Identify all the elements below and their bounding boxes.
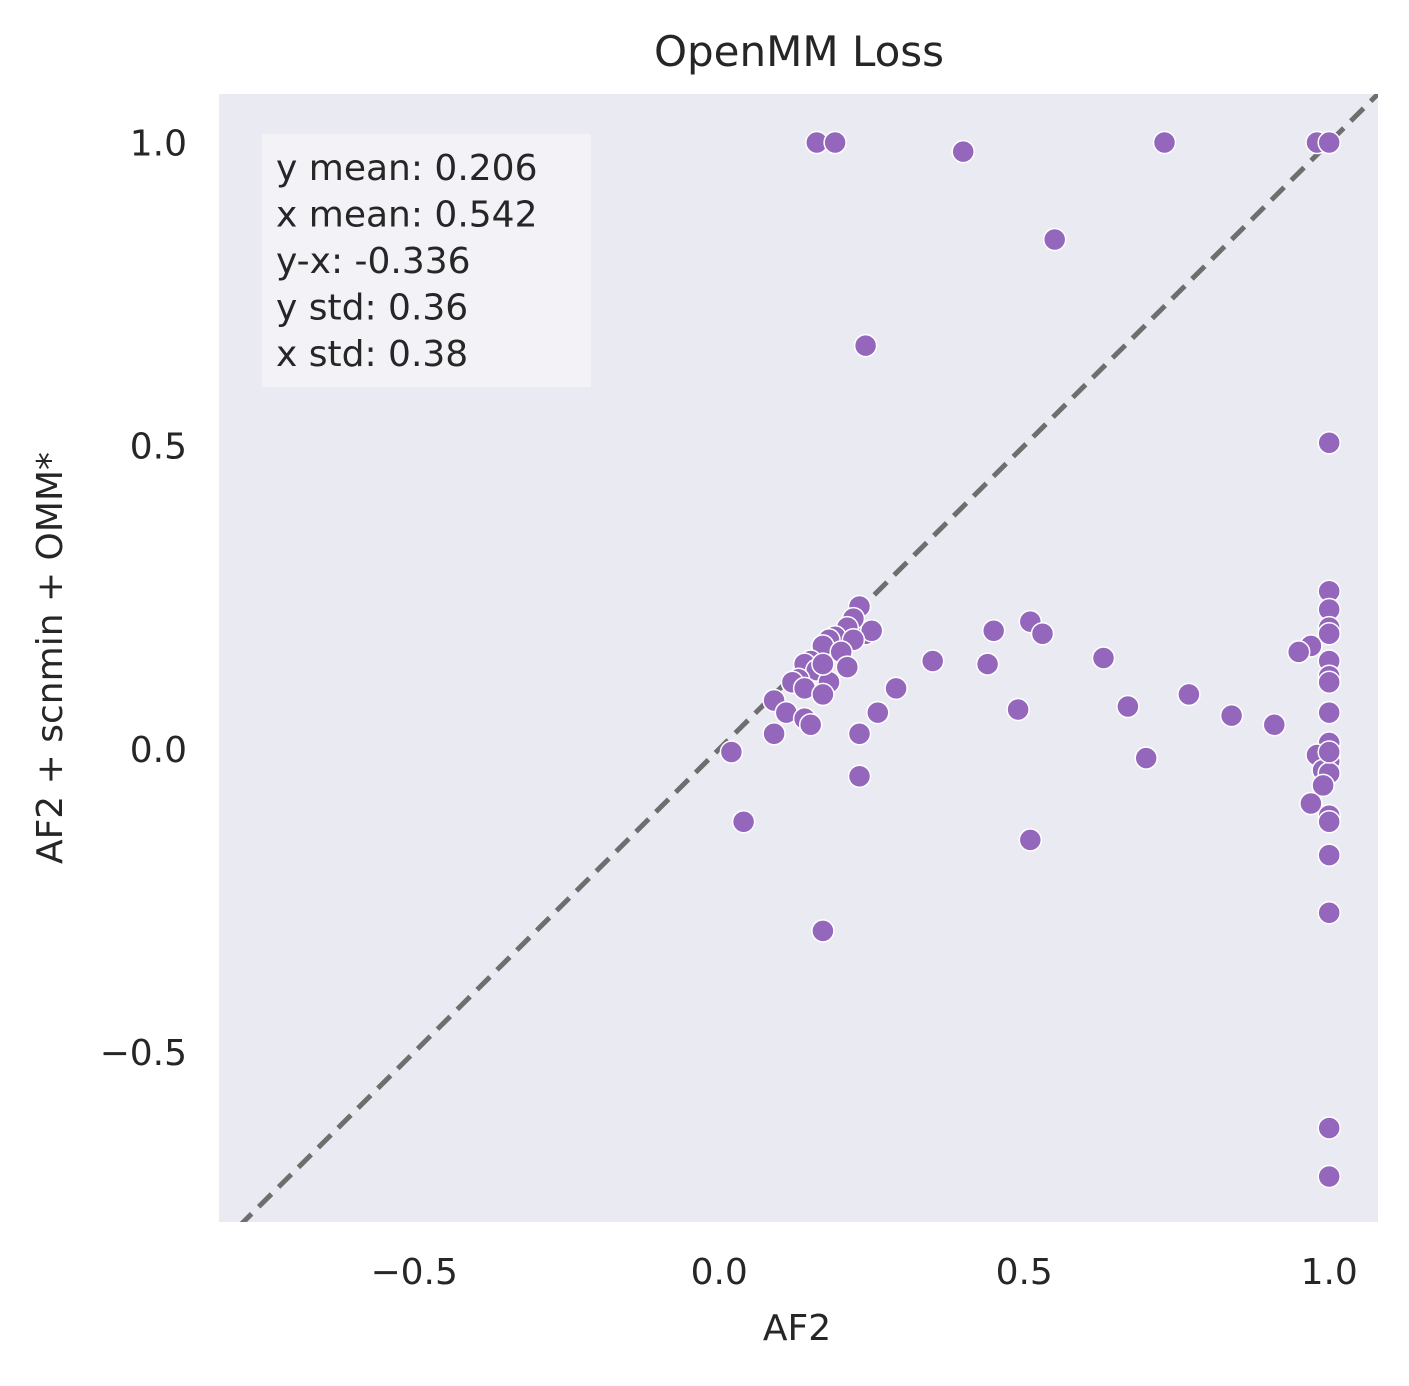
scatter-point [1006, 697, 1030, 722]
scatter-point [1134, 746, 1158, 770]
scatter-point [1262, 712, 1287, 737]
stats-box-background [262, 134, 591, 387]
scatter-point [1177, 682, 1201, 707]
scatter-point [1091, 646, 1116, 670]
scatter-point [1317, 621, 1341, 646]
scatter-point [1286, 640, 1311, 664]
x-tick-label: 1.0 [1301, 1252, 1358, 1293]
y-tick-label: 0.0 [130, 730, 187, 771]
scatter-point [884, 676, 908, 701]
chart-title: OpenMM Loss [654, 27, 944, 76]
x-axis-label: AF2 [763, 1308, 831, 1349]
x-tick-label: 0.5 [996, 1252, 1053, 1293]
scatter-point [1317, 740, 1341, 764]
scatter-point [1299, 791, 1323, 816]
stats-line: y mean: 0.206 [276, 148, 537, 189]
y-axis-label: AF2 + scnmin + OMM* [30, 452, 71, 864]
stats-line: y-x: -0.336 [276, 241, 471, 282]
scatter-point [719, 740, 744, 764]
points-layer [719, 130, 1341, 1189]
stats-line: y std: 0.36 [276, 288, 468, 329]
scatter-point [981, 618, 1006, 643]
scatter-point [866, 700, 890, 725]
scatter-point [798, 712, 823, 737]
y-tick-label: 0.5 [130, 427, 187, 468]
scatter-point [975, 652, 1000, 676]
scatter-point [762, 722, 786, 746]
scatter-point [1317, 130, 1341, 155]
scatter-point [811, 682, 835, 707]
scatter-point [1317, 900, 1341, 925]
scatter-point [835, 655, 860, 679]
scatter-point [847, 722, 872, 746]
scatter-point [1317, 700, 1341, 725]
x-tick-label: −0.5 [370, 1252, 457, 1293]
scatter-point [951, 139, 975, 164]
scatter-point [1317, 670, 1341, 695]
scatter-point [1317, 1164, 1341, 1189]
scatter-point [1317, 843, 1341, 867]
x-tick-label: 0.0 [691, 1252, 748, 1293]
stats-line: x std: 0.38 [276, 334, 468, 375]
y-tick-label: 1.0 [130, 124, 187, 165]
scatter-point [811, 652, 835, 676]
scatter-point [1030, 621, 1055, 646]
scatter-point [811, 919, 835, 943]
scatter-point [853, 333, 878, 358]
x-tick-labels: −0.5 0.0 0.5 1.0 [370, 1252, 1357, 1293]
scatter-point [1018, 828, 1043, 852]
scatter-point [1152, 130, 1177, 155]
scatter-point [1317, 1116, 1341, 1140]
stats-line: x mean: 0.542 [276, 195, 537, 236]
scatter-point [1219, 703, 1244, 728]
scatter-point [1317, 809, 1341, 834]
stats-box: y mean: 0.206 x mean: 0.542 y-x: -0.336 y s… [262, 134, 591, 387]
scatter-point [1311, 773, 1335, 798]
y-tick-label: −0.5 [100, 1033, 187, 1074]
scatter-point [847, 764, 872, 789]
scatter-point [1317, 430, 1341, 455]
scatter-point [1116, 694, 1140, 719]
y-tick-labels: −0.5 0.0 0.5 1.0 [100, 124, 187, 1075]
scatter-point [920, 649, 945, 673]
scatter-point [731, 809, 756, 834]
scatter-point [823, 130, 847, 155]
scatter-point [1042, 227, 1067, 252]
